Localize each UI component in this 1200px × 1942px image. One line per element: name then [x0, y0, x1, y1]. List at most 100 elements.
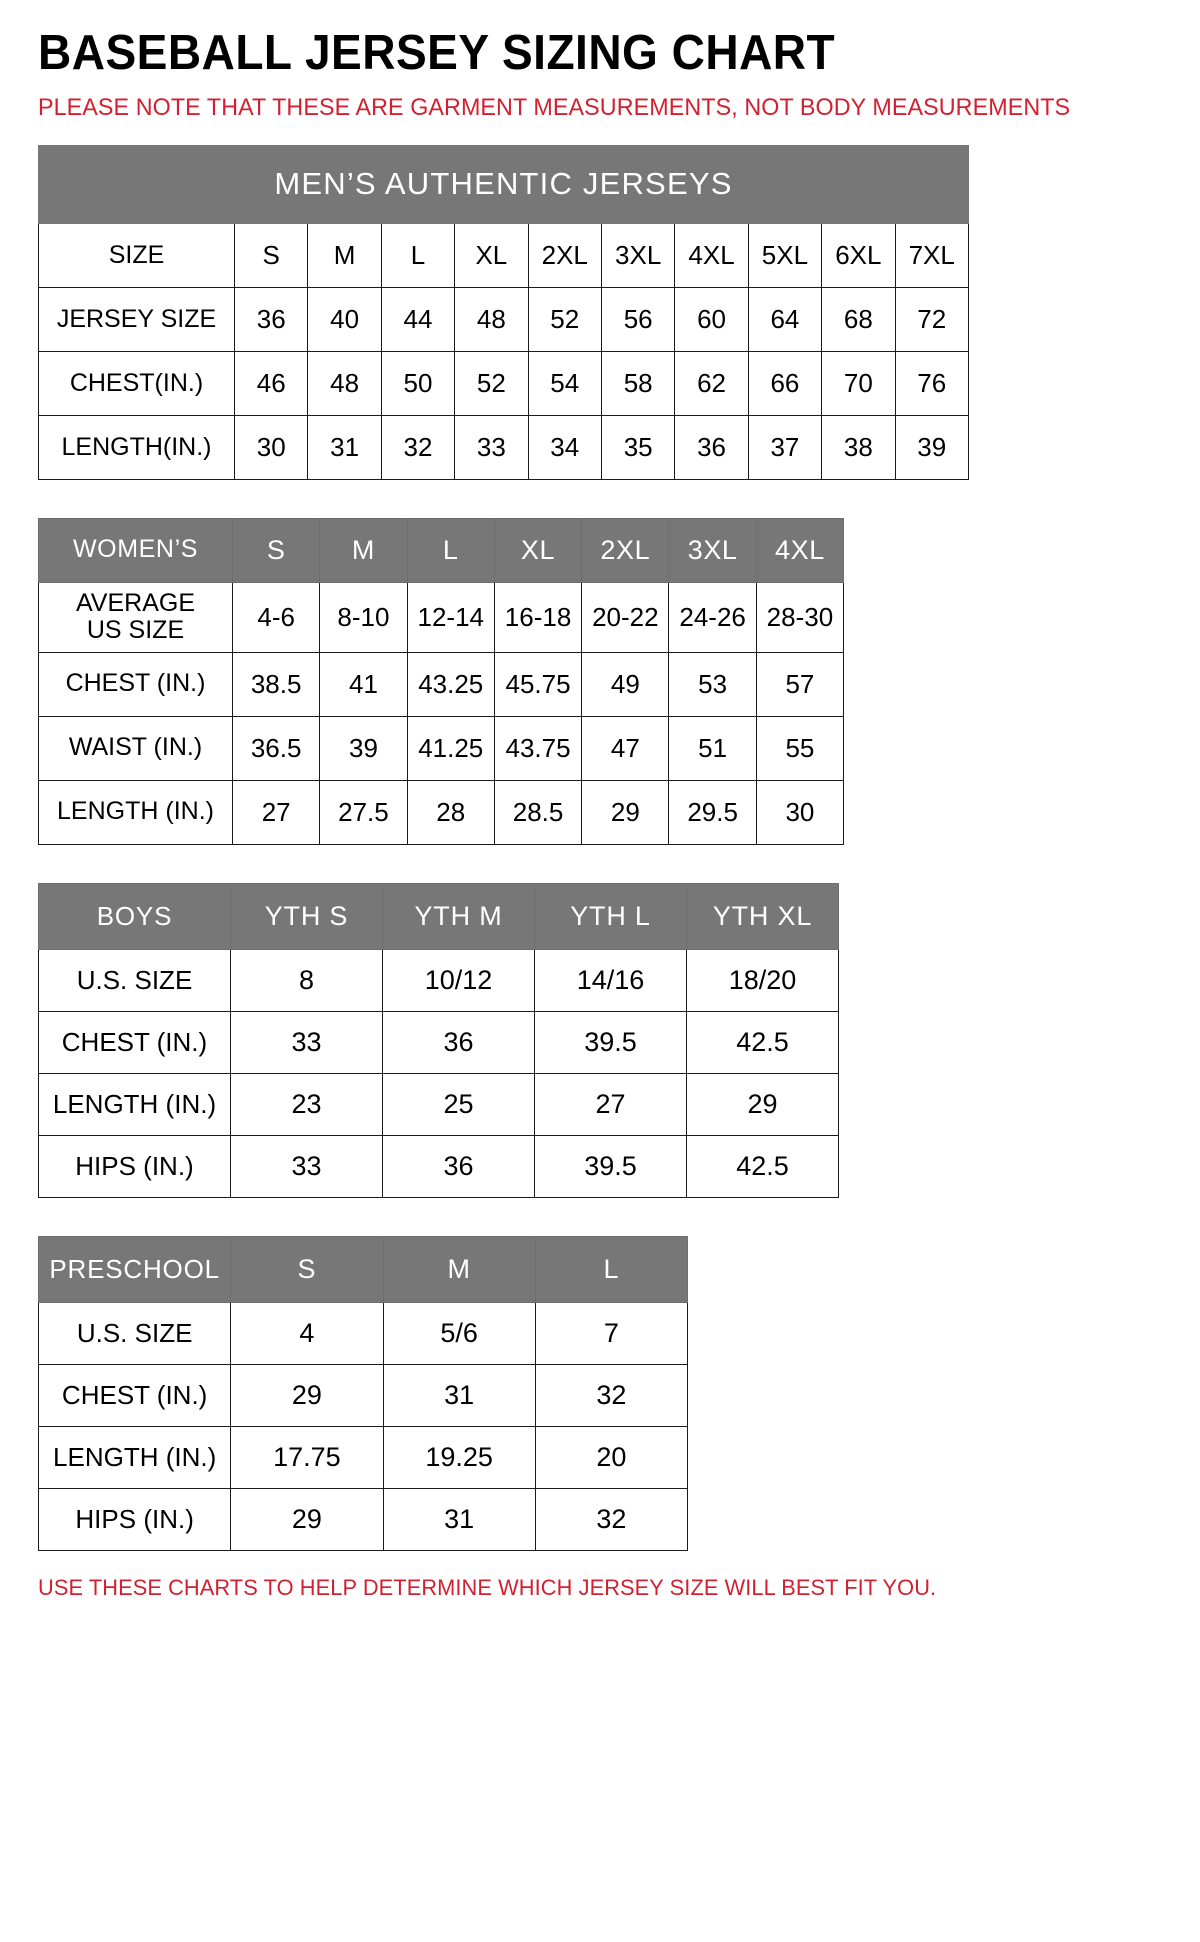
cell: 29	[686, 1072, 839, 1136]
mens-col-header: 6XL	[821, 222, 896, 288]
boys-col-header: YTH XL	[686, 882, 839, 950]
table-row: U.S. SIZE 4 5/6 7	[37, 1301, 689, 1365]
cell: 28	[406, 779, 495, 845]
row-label: LENGTH (IN.)	[37, 1425, 232, 1489]
cell: 47	[581, 715, 670, 781]
cell: 36	[382, 1134, 535, 1198]
boys-col-header: YTH M	[382, 882, 535, 950]
cell: 42.5	[686, 1010, 839, 1074]
womens-col-header: M	[319, 517, 408, 583]
table-row: CHEST(IN.) 46 48 50 52 54 58 62 66 70 76	[38, 350, 969, 416]
table-row: AVERAGE US SIZE 4-6 8-10 12-14 16-18 20-…	[38, 581, 845, 653]
womens-col-header: 2XL	[581, 517, 670, 583]
cell: 29	[230, 1487, 384, 1551]
cell: 41	[319, 651, 408, 717]
table-row: CHEST (IN.) 29 31 32	[37, 1363, 689, 1427]
row-label-line1: AVERAGE	[75, 588, 196, 617]
cell: 27.5	[319, 779, 408, 845]
cell: 39.5	[534, 1134, 687, 1198]
cell: 20-22	[581, 581, 670, 653]
cell: 12-14	[406, 581, 495, 653]
garment-measurement-note: PLEASE NOTE THAT THESE ARE GARMENT MEASU…	[38, 94, 1071, 122]
cell: 35	[600, 414, 676, 480]
cell: 27	[534, 1072, 687, 1136]
mens-authentic-jerseys-table: MEN’S AUTHENTIC JERSEYS SIZE S M L XL 2X…	[38, 144, 969, 480]
cell: 32	[534, 1363, 689, 1427]
cell: 58	[600, 350, 676, 416]
preschool-corner-label: PRESCHOOL	[37, 1235, 232, 1303]
cell: 29	[581, 779, 670, 845]
cell: 36.5	[231, 715, 321, 781]
cell: 31	[382, 1363, 536, 1427]
row-label: CHEST (IN.)	[37, 1363, 232, 1427]
cell: 36	[233, 286, 309, 352]
table-row: LENGTH(IN.) 30 31 32 33 34 35 36 37 38 3…	[38, 414, 969, 480]
cell: 19.25	[382, 1425, 536, 1489]
table-row: WAIST (IN.) 36.5 39 41.25 43.75 47 51 55	[38, 715, 845, 781]
cell: 36	[382, 1010, 535, 1074]
cell: 39	[894, 414, 969, 480]
cell: 31	[307, 414, 382, 480]
cell: 66	[747, 350, 823, 416]
cell: 4	[230, 1301, 384, 1365]
cell: 56	[600, 286, 676, 352]
boys-col-header: YTH L	[534, 882, 687, 950]
cell: 50	[380, 350, 456, 416]
table-row: U.S. SIZE 8 10/12 14/16 18/20	[38, 948, 839, 1012]
row-label: LENGTH(IN.)	[38, 414, 235, 480]
use-charts-footer-note: USE THESE CHARTS TO HELP DETERMINE WHICH…	[38, 1574, 937, 1600]
boys-jerseys-table: BOYS YTH S YTH M YTH L YTH XL U.S. SIZE …	[38, 882, 839, 1198]
mens-col-header: L	[380, 222, 456, 288]
preschool-col-header: M	[382, 1235, 536, 1303]
boys-col-header: YTH S	[230, 882, 383, 950]
table-banner-row: MEN’S AUTHENTIC JERSEYS	[38, 144, 969, 224]
cell: 31	[382, 1487, 536, 1551]
cell: 43.75	[493, 715, 583, 781]
cell: 32	[534, 1487, 689, 1551]
cell: 49	[581, 651, 670, 717]
preschool-col-header: L	[534, 1235, 689, 1303]
cell: 43.25	[406, 651, 495, 717]
cell: 51	[668, 715, 757, 781]
mens-col-header: 5XL	[747, 222, 823, 288]
row-label: CHEST(IN.)	[38, 350, 235, 416]
cell: 76	[894, 350, 969, 416]
cell: 32	[380, 414, 456, 480]
cell: 27	[231, 779, 321, 845]
row-label: CHEST (IN.)	[38, 651, 233, 717]
mens-corner-label: SIZE	[38, 222, 235, 288]
womens-col-header: S	[231, 517, 321, 583]
table-row: CHEST (IN.) 33 36 39.5 42.5	[38, 1010, 839, 1074]
cell: 42.5	[686, 1134, 839, 1198]
table-header-row: WOMEN’S S M L XL 2XL 3XL 4XL	[38, 517, 845, 583]
cell: 40	[307, 286, 382, 352]
cell: 30	[233, 414, 309, 480]
mens-col-header: 2XL	[527, 222, 602, 288]
cell: 39	[319, 715, 408, 781]
cell: 28-30	[755, 581, 845, 653]
table-row: HIPS (IN.) 29 31 32	[37, 1487, 689, 1551]
row-label: LENGTH (IN.)	[38, 1072, 231, 1136]
cell: 45.75	[493, 651, 583, 717]
row-label: U.S. SIZE	[38, 948, 231, 1012]
cell: 39.5	[534, 1010, 687, 1074]
mens-col-header: 4XL	[674, 222, 749, 288]
cell: 52	[454, 350, 529, 416]
cell: 48	[307, 350, 382, 416]
womens-col-header: 4XL	[755, 517, 845, 583]
mens-table-banner: MEN’S AUTHENTIC JERSEYS	[38, 144, 969, 224]
table-row: CHEST (IN.) 38.5 41 43.25 45.75 49 53 57	[38, 651, 845, 717]
row-label-line2: US SIZE	[86, 616, 185, 645]
cell: 72	[894, 286, 969, 352]
mens-col-header: S	[233, 222, 309, 288]
cell: 23	[230, 1072, 383, 1136]
cell: 24-26	[668, 581, 757, 653]
cell: 7	[534, 1301, 689, 1365]
cell: 4-6	[231, 581, 321, 653]
row-label: HIPS (IN.)	[37, 1487, 232, 1551]
table-row: LENGTH (IN.) 17.75 19.25 20	[37, 1425, 689, 1489]
cell: 41.25	[406, 715, 495, 781]
cell: 8	[230, 948, 383, 1012]
cell: 29.5	[668, 779, 757, 845]
cell: 33	[230, 1010, 383, 1074]
